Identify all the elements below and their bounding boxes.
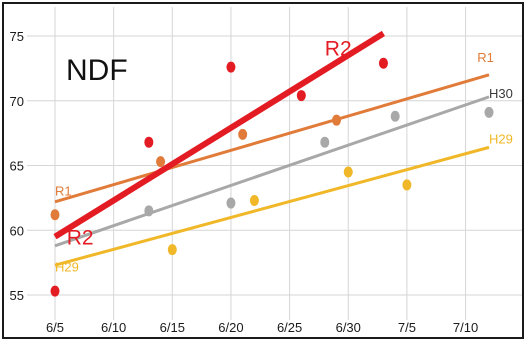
data-point-r2	[144, 136, 154, 148]
data-point-h29	[343, 166, 353, 178]
data-point-h29	[249, 194, 259, 206]
chart-frame	[2, 2, 524, 339]
data-point-h30	[226, 197, 236, 209]
x-tick-label: 7/10	[453, 320, 478, 335]
data-point-r2	[296, 90, 306, 102]
data-point-r2	[378, 57, 388, 69]
line-label-r1: R1	[55, 183, 72, 198]
trend-lines	[53, 30, 490, 267]
data-point-r2	[50, 285, 60, 297]
data-point-r1	[156, 156, 166, 168]
line-label-h29: H29	[55, 260, 79, 275]
data-point-h30	[320, 136, 330, 148]
trend-line-h29	[54, 145, 490, 267]
data-point-h29	[167, 244, 177, 256]
x-tick-label: 6/25	[277, 320, 302, 335]
chart-title: NDF	[66, 54, 128, 87]
line-label-r2: R2	[325, 37, 352, 60]
trend-line-r1	[54, 73, 490, 204]
line-label-h29: H29	[489, 131, 513, 146]
y-tick-label: 55	[10, 288, 24, 303]
data-point-h29	[402, 179, 412, 191]
data-point-h30	[484, 106, 494, 118]
data-point-h30	[144, 205, 154, 217]
y-tick-label: 60	[10, 223, 24, 238]
x-tick-label: 6/15	[160, 320, 185, 335]
data-points	[50, 57, 494, 297]
x-tick-label: 6/5	[46, 320, 64, 335]
x-axis-ticks: 6/5 6/10 6/15 6/20 6/25 6/30 7/5 7/10	[46, 320, 478, 335]
y-tick-label: 70	[10, 94, 24, 109]
series-line-labels: R2 R2 R1 R1 H30 H29 H29	[55, 37, 513, 274]
trend-line-h30	[54, 95, 490, 248]
data-point-r1	[50, 209, 60, 221]
line-label-r2: R2	[67, 226, 94, 249]
data-point-r2	[226, 61, 236, 73]
data-point-r1	[332, 114, 342, 126]
x-tick-label: 6/30	[336, 320, 361, 335]
data-point-r1	[238, 128, 248, 140]
y-axis-ticks: 55 60 65 70 75	[10, 29, 24, 303]
x-tick-label: 6/10	[101, 320, 126, 335]
y-tick-label: 65	[10, 159, 24, 174]
trend-line-r2	[53, 30, 386, 240]
y-tick-label: 75	[10, 29, 24, 44]
x-tick-label: 7/5	[398, 320, 416, 335]
data-point-h30	[390, 110, 400, 122]
line-label-h30: H30	[489, 86, 513, 101]
x-tick-label: 6/20	[218, 320, 243, 335]
gridlines	[27, 7, 522, 320]
line-label-r1: R1	[477, 50, 494, 65]
